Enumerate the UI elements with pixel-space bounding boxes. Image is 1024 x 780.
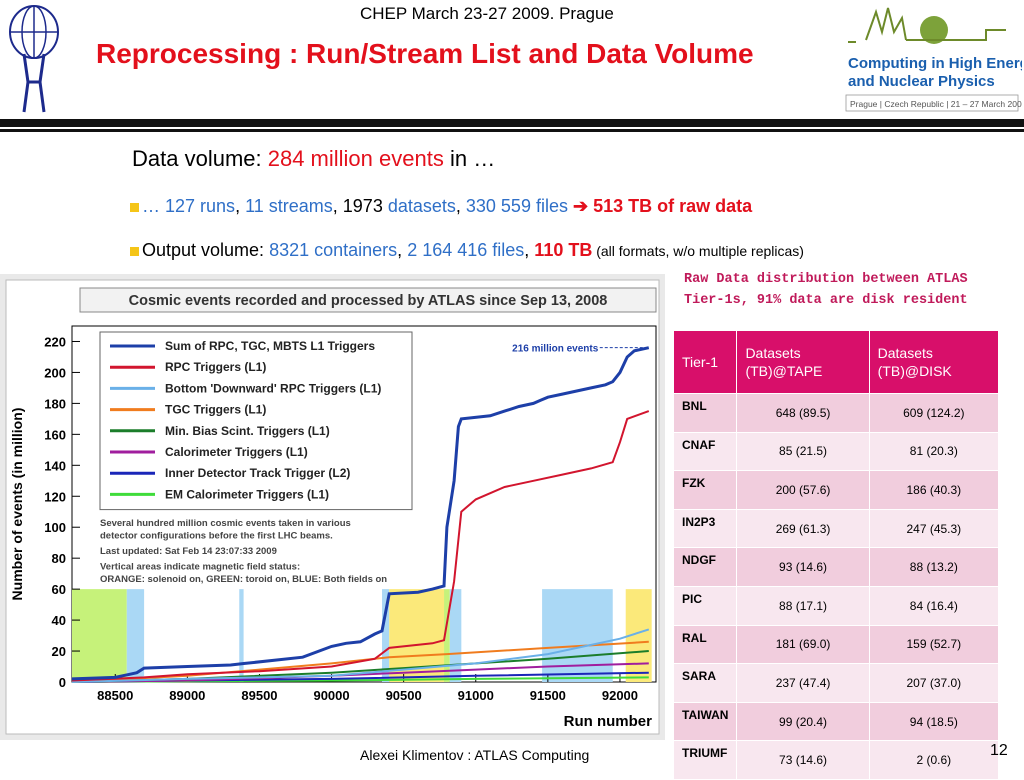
bullet-icon <box>130 202 139 212</box>
y-tick-label: 0 <box>59 675 66 690</box>
distribution-note: Raw Data distribution between ATLAS Tier… <box>684 272 968 308</box>
output-volume-bullet: Output volume: 8321 containers, 2 164 41… <box>130 240 804 261</box>
table-row: TRIUMF 73 (14.6) 2 (0.6) <box>672 740 1000 780</box>
chart-title-box <box>79 287 657 313</box>
chart-info-text: ORANGE: solenoid on, GREEN: toroid on, B… <box>100 574 387 585</box>
legend-entry: RPC Triggers (L1) <box>165 360 266 374</box>
table-row: CNAF 85 (21.5) 81 (20.3) <box>672 431 1000 472</box>
field-band <box>449 589 462 682</box>
column-header: Tier-1 <box>672 330 738 394</box>
header-rule-thick <box>0 119 1024 127</box>
cosmic-events-chart: Cosmic events recorded and processed by … <box>5 279 660 735</box>
conference-line: CHEP March 23-27 2009. Prague <box>360 4 614 23</box>
field-band <box>126 589 145 682</box>
data-volume-line: Data volume: 284 million events in … <box>132 146 496 171</box>
chep-logo-icon: Computing in High Energy and Nuclear Phy… <box>845 7 1022 112</box>
legend-entry: EM Calorimeter Triggers (L1) <box>165 487 329 501</box>
field-band <box>72 589 127 682</box>
y-tick-label: 220 <box>44 334 66 349</box>
y-tick-label: 100 <box>44 520 66 535</box>
y-tick-label: 120 <box>44 489 66 504</box>
footer-author: Alexei Klimentov : ATLAS Computing <box>360 747 590 763</box>
table-row: RAL 181 (69.0) 159 (52.7) <box>672 624 1000 665</box>
legend-entry: Bottom 'Downward' RPC Triggers (L1) <box>165 381 381 395</box>
legend-entry: TGC Triggers (L1) <box>165 403 266 417</box>
chart-info-text: Several hundred million cosmic events ta… <box>100 518 351 529</box>
raw-data-bullet: … 127 runs, 11 streams, 1973 datasets, 3… <box>130 196 752 217</box>
field-band <box>542 589 613 682</box>
x-tick-label: 91000 <box>458 688 494 703</box>
legend-entry: Inner Detector Track Trigger (L2) <box>165 466 350 480</box>
tier1-table: Tier-1 Datasets (TB)@TAPE Datasets (TB)@… <box>672 330 1000 780</box>
table-row: NDGF 93 (14.6) 88 (13.2) <box>672 547 1000 587</box>
table-row: BNL 648 (89.5) 609 (124.2) <box>672 393 1000 433</box>
x-tick-label: 89000 <box>169 688 205 703</box>
atlas-logo-icon <box>9 5 59 113</box>
chart-info-text: detector configurations before the first… <box>100 531 333 542</box>
page-number: 12 <box>990 742 1008 759</box>
y-tick-label: 80 <box>52 551 66 566</box>
table-row: TAIWAN 99 (20.4) 94 (18.5) <box>672 701 1000 742</box>
table-row: FZK 200 (57.6) 186 (40.3) <box>672 470 1000 510</box>
table-row: SARA 237 (47.4) 207 (37.0) <box>672 663 1000 703</box>
chep-logo-line3: Prague | Czech Republic | 21 – 27 March … <box>850 99 1022 109</box>
x-tick-label: 89500 <box>241 688 277 703</box>
table-row: IN2P3 269 (61.3) 247 (45.3) <box>672 508 1000 549</box>
field-band <box>382 589 390 682</box>
y-tick-label: 140 <box>44 458 66 473</box>
series-line <box>71 346 650 681</box>
x-tick-label: 90000 <box>313 688 349 703</box>
x-tick-label: 90500 <box>386 688 422 703</box>
series-line <box>71 628 650 683</box>
slide-title: Reprocessing : Run/Stream List and Data … <box>96 38 754 69</box>
chart-annotation: 216 million events <box>512 344 599 355</box>
bullet-icon <box>130 246 139 256</box>
field-band <box>444 589 450 682</box>
legend-entry: Calorimeter Triggers (L1) <box>165 445 308 459</box>
y-tick-label: 200 <box>44 365 66 380</box>
y-axis-label: Number of events (in million) <box>9 408 25 601</box>
column-header: Datasets (TB)@DISK <box>868 330 1000 394</box>
y-tick-label: 180 <box>44 396 66 411</box>
table-row: PIC 88 (17.1) 84 (16.4) <box>672 585 1000 626</box>
column-header: Datasets (TB)@TAPE <box>736 330 870 394</box>
arrow-icon: ➔ <box>572 196 589 216</box>
legend-entry: Min. Bias Scint. Triggers (L1) <box>165 424 330 438</box>
y-tick-label: 60 <box>52 582 66 597</box>
x-tick-label: 91500 <box>530 688 566 703</box>
series-line <box>71 662 649 683</box>
x-tick-label: 88500 <box>97 688 133 703</box>
chart-info-text: Vertical areas indicate magnetic field s… <box>100 562 300 573</box>
legend-box <box>99 331 413 511</box>
chep-logo-line2: and Nuclear Physics <box>848 73 995 90</box>
header-rule-thin <box>0 129 1024 132</box>
x-axis-label: Run number <box>564 713 652 730</box>
y-tick-label: 20 <box>52 644 66 659</box>
chart-title: Cosmic events recorded and processed by … <box>129 293 608 309</box>
chart-info-text: Last updated: Sat Feb 14 23:07:33 2009 <box>100 546 277 557</box>
chep-logo-line1: Computing in High Energy <box>848 55 1022 72</box>
x-tick-label: 92000 <box>602 688 638 703</box>
series-line <box>71 410 650 682</box>
y-tick-label: 160 <box>44 427 66 442</box>
y-tick-label: 40 <box>52 613 66 628</box>
field-band <box>239 589 244 682</box>
legend-entry: Sum of RPC, TGC, MBTS L1 Triggers <box>165 339 375 353</box>
table-header-row: Tier-1 Datasets (TB)@TAPE Datasets (TB)@… <box>672 330 1000 394</box>
